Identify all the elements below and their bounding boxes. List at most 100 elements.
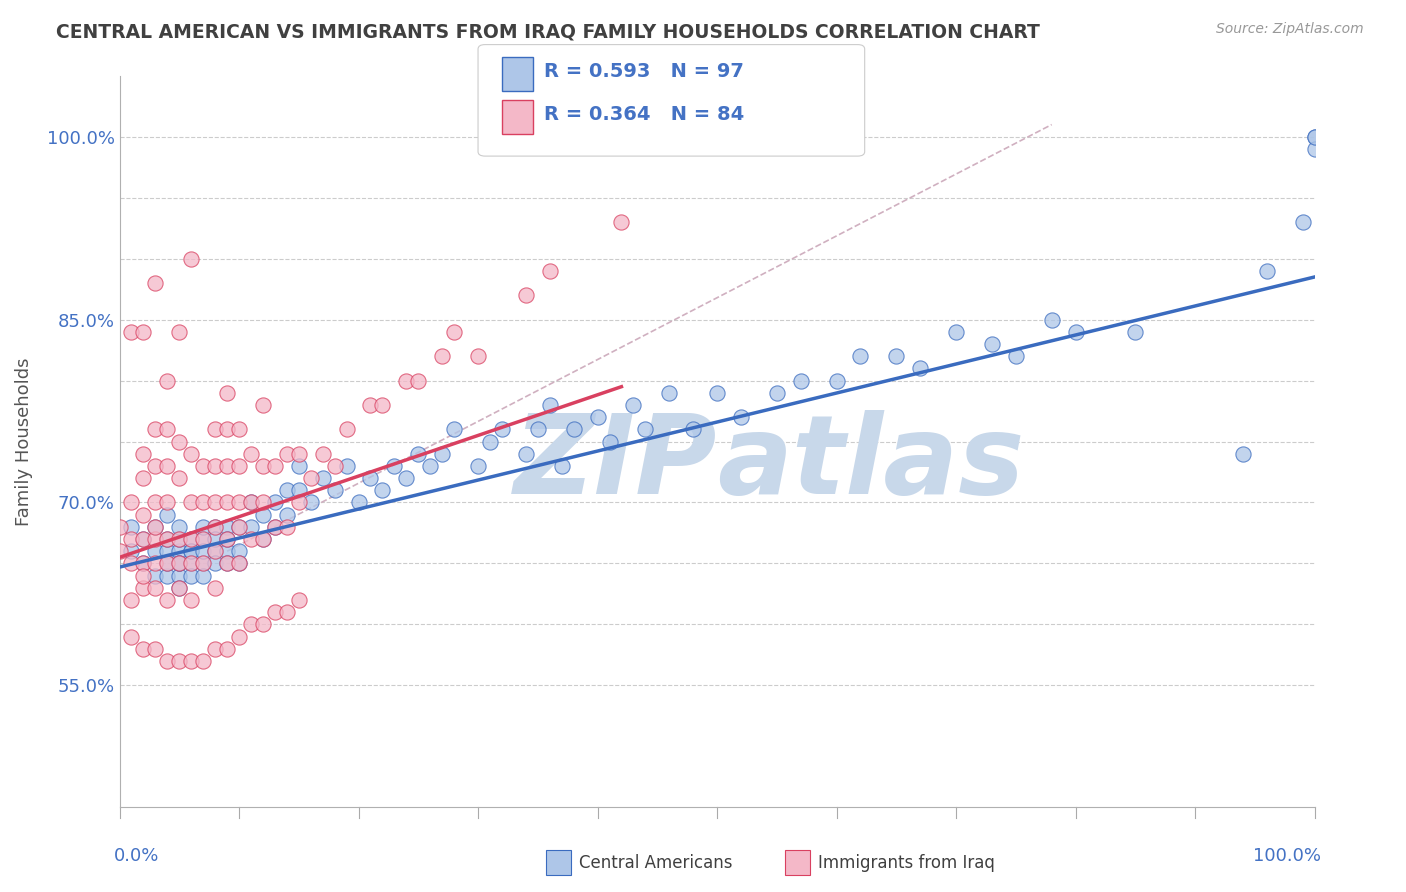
Point xyxy=(288,447,311,461)
Point xyxy=(180,593,202,607)
Point xyxy=(217,385,239,400)
Point xyxy=(228,495,250,509)
Point xyxy=(156,557,179,571)
Text: atlas: atlas xyxy=(717,410,1025,517)
Point xyxy=(408,374,430,388)
Point xyxy=(1040,312,1063,326)
Text: ZIP: ZIP xyxy=(513,410,717,517)
Point xyxy=(217,532,239,546)
Text: R = 0.364   N = 84: R = 0.364 N = 84 xyxy=(544,104,744,124)
Point xyxy=(299,471,322,485)
Point xyxy=(169,520,191,534)
Point xyxy=(132,557,155,571)
Point xyxy=(204,422,226,436)
Point xyxy=(191,557,215,571)
Point xyxy=(204,557,226,571)
Point xyxy=(825,374,848,388)
Point xyxy=(586,410,609,425)
Point xyxy=(336,458,357,473)
Point xyxy=(1004,349,1026,363)
Point xyxy=(276,483,298,498)
Point xyxy=(204,581,226,595)
Point xyxy=(252,532,274,546)
Point xyxy=(264,605,287,619)
Point xyxy=(217,495,239,509)
Point xyxy=(551,458,574,473)
Point xyxy=(132,532,155,546)
Point xyxy=(191,495,215,509)
Point xyxy=(288,483,311,498)
Point xyxy=(132,471,155,485)
Point xyxy=(156,593,179,607)
Point xyxy=(276,508,298,522)
Point xyxy=(1256,264,1278,278)
Point xyxy=(360,398,382,412)
Point xyxy=(191,532,215,546)
Point xyxy=(204,532,226,546)
Point xyxy=(766,385,789,400)
Point xyxy=(491,422,513,436)
Point xyxy=(121,630,143,644)
Point xyxy=(527,422,550,436)
Point xyxy=(478,434,502,449)
Point xyxy=(443,422,465,436)
Point xyxy=(132,532,155,546)
Point xyxy=(204,458,226,473)
Point xyxy=(886,349,908,363)
Point xyxy=(180,544,202,558)
Point xyxy=(312,447,335,461)
Point xyxy=(191,458,215,473)
Y-axis label: Family Households: Family Households xyxy=(14,358,32,525)
Point xyxy=(191,568,215,582)
Point xyxy=(191,557,215,571)
Point xyxy=(156,422,179,436)
Point xyxy=(252,617,274,632)
Point xyxy=(217,458,239,473)
Point xyxy=(252,495,274,509)
Point xyxy=(443,325,465,339)
Point xyxy=(910,361,932,376)
Point xyxy=(121,593,143,607)
Text: 0.0%: 0.0% xyxy=(114,847,159,865)
Point xyxy=(371,398,394,412)
Point xyxy=(467,349,489,363)
Point xyxy=(217,557,239,571)
Point xyxy=(239,495,263,509)
Text: Central Americans: Central Americans xyxy=(579,854,733,871)
Point xyxy=(217,544,239,558)
Point xyxy=(228,520,250,534)
Point xyxy=(156,374,179,388)
Point xyxy=(239,617,263,632)
Point xyxy=(145,581,166,595)
Point xyxy=(156,568,179,582)
Point xyxy=(408,447,430,461)
Point xyxy=(145,276,166,290)
Point xyxy=(790,374,813,388)
Point xyxy=(264,520,287,534)
Point xyxy=(264,520,287,534)
Point xyxy=(156,654,179,668)
Point xyxy=(432,447,454,461)
Point xyxy=(228,458,250,473)
Point xyxy=(599,434,621,449)
Point xyxy=(180,532,202,546)
Point xyxy=(981,337,1004,351)
Point xyxy=(169,532,191,546)
Point xyxy=(156,508,179,522)
Point xyxy=(121,495,143,509)
Point xyxy=(156,532,179,546)
Point xyxy=(395,374,418,388)
Point xyxy=(156,557,179,571)
Point xyxy=(1125,325,1147,339)
Point xyxy=(467,458,489,473)
Point xyxy=(145,557,166,571)
Point xyxy=(108,520,131,534)
Text: R = 0.593   N = 97: R = 0.593 N = 97 xyxy=(544,62,744,81)
Point xyxy=(849,349,872,363)
Point xyxy=(145,641,166,656)
Point xyxy=(252,398,274,412)
Point xyxy=(621,398,644,412)
Point xyxy=(145,544,166,558)
Point xyxy=(264,495,287,509)
Point xyxy=(634,422,657,436)
